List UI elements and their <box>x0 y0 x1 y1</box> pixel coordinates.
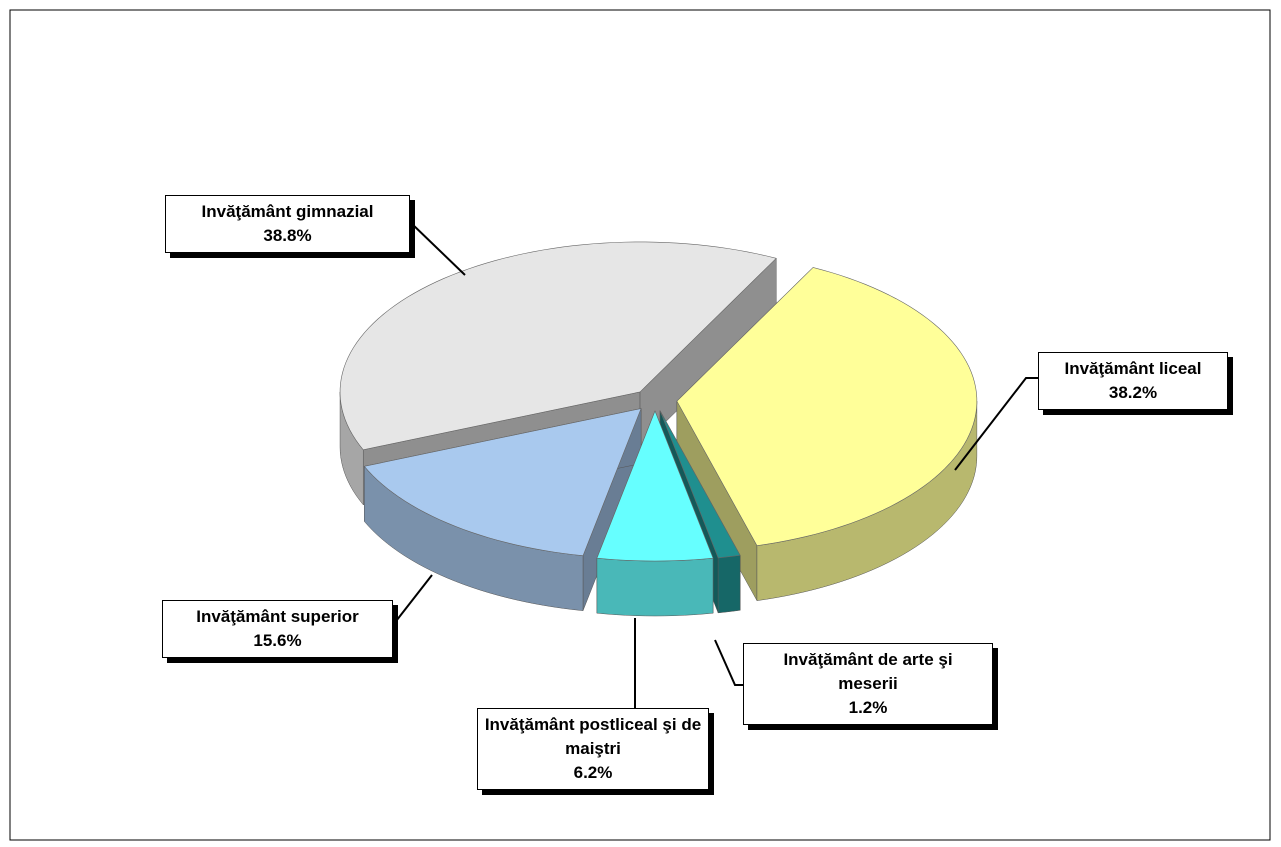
label-value: 38.8% <box>263 226 312 245</box>
leader-line <box>954 377 1040 471</box>
slice <box>363 408 642 557</box>
data-label: Invăţământ superior 15.6% <box>162 600 393 658</box>
frame <box>9 9 1271 841</box>
label-name: Invăţământ gimnazial <box>201 202 374 221</box>
label-value: 38.2% <box>1108 383 1158 402</box>
leader-line <box>714 639 745 686</box>
slice <box>659 410 741 559</box>
label-value: 1.2% <box>848 698 888 717</box>
label-name: Invăţământ superior <box>196 607 359 626</box>
slice <box>596 410 714 562</box>
slice-wall <box>717 554 741 614</box>
label-value: 15.6% <box>253 631 302 650</box>
pie <box>339 241 978 617</box>
slice-wall <box>596 557 714 617</box>
data-label: Invăţământ postliceal şi de maiştri 6.2% <box>477 708 709 790</box>
data-label: Invăţământ liceal 38.2% <box>1038 352 1228 410</box>
label-name: Invăţământ postliceal şi de maiştri <box>484 715 702 758</box>
label-name: Invăţământ de arte şi meserii <box>783 650 953 693</box>
data-label: Invăţământ de arte şi meserii 1.2% <box>743 643 993 725</box>
data-label: Invăţământ gimnazial 38.8% <box>165 195 410 253</box>
slice <box>339 241 777 451</box>
leader-line <box>409 221 466 276</box>
leader-lines <box>392 221 1040 708</box>
leader-line <box>392 574 433 626</box>
slice <box>676 267 978 546</box>
label-name: Invăţământ liceal <box>1064 359 1202 378</box>
label-value: 6.2% <box>573 763 613 782</box>
